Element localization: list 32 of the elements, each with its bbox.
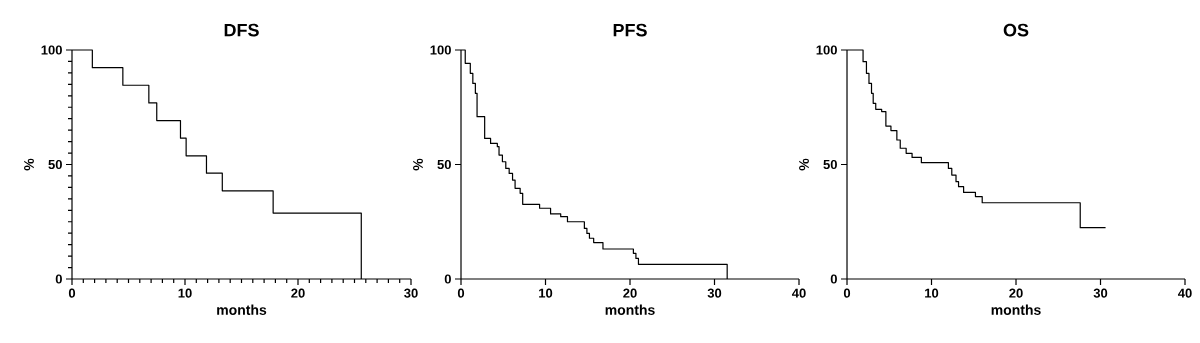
chart-title: OS [1003, 23, 1029, 37]
y-tick-label: 50 [823, 159, 837, 170]
y-tick-label: 0 [444, 274, 451, 284]
y-tick-label: 100 [816, 45, 837, 55]
x-tick-label: 20 [1009, 288, 1023, 298]
chart-title: DFS [224, 23, 259, 37]
x-tick-label: 20 [291, 288, 305, 298]
x-tick-label: 40 [1177, 288, 1192, 298]
x-axis-title: months [991, 304, 1041, 315]
x-tick-label: 0 [843, 288, 851, 298]
x-tick-label: 40 [791, 288, 806, 298]
y-tick-label: 100 [41, 45, 62, 55]
x-tick-label: 10 [178, 288, 192, 298]
x-tick-label: 0 [457, 288, 465, 298]
y-tick-label: 50 [48, 159, 62, 170]
x-tick-label: 30 [707, 288, 722, 298]
x-tick-label: 30 [404, 288, 418, 298]
y-tick-label: 100 [430, 45, 451, 55]
x-tick-label: 10 [925, 288, 939, 298]
y-axis-title: % [799, 158, 809, 171]
y-tick-label: 0 [55, 274, 62, 284]
x-tick-label: 10 [539, 288, 553, 298]
x-tick-label: 30 [1093, 288, 1108, 298]
y-tick-label: 50 [437, 159, 451, 170]
x-axis-title: months [605, 304, 655, 315]
x-axis-title: months [217, 304, 267, 315]
y-tick-label: 0 [830, 274, 837, 284]
x-tick-label: 0 [68, 288, 76, 298]
chart-title: PFS [613, 23, 647, 37]
y-axis-title: % [24, 158, 34, 171]
x-tick-label: 20 [623, 288, 637, 298]
y-axis-title: % [413, 158, 423, 171]
